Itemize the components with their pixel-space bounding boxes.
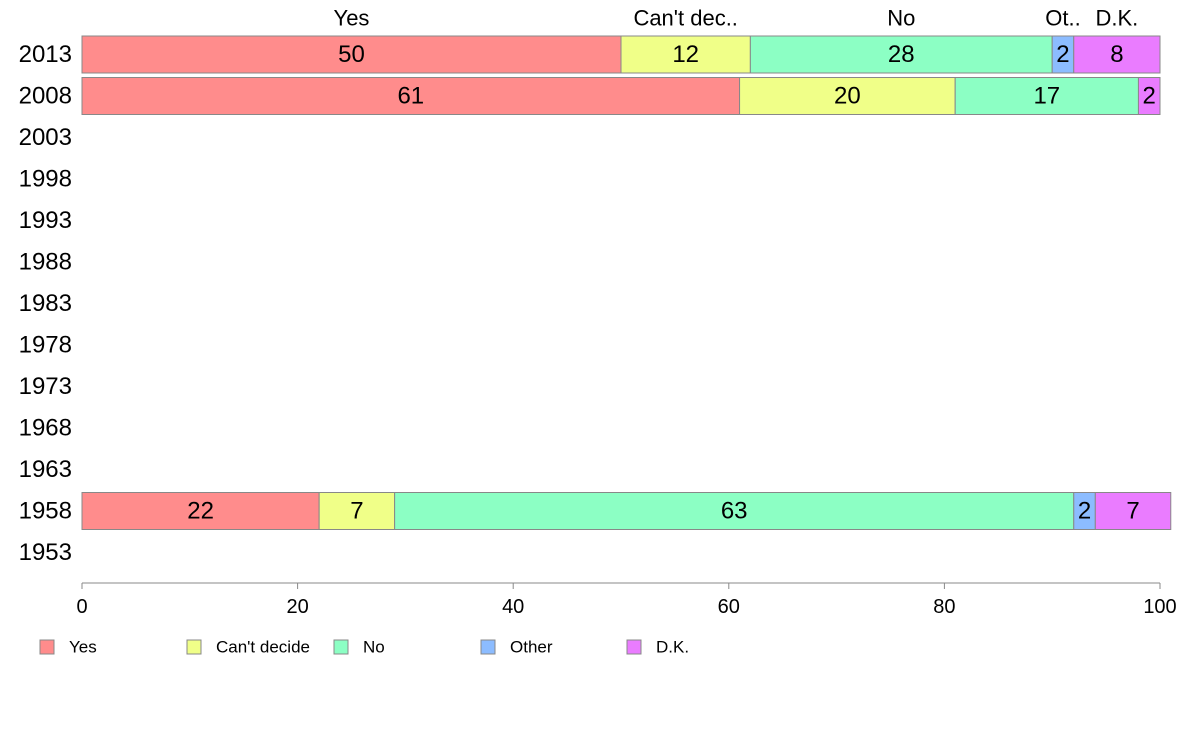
y-label-1978: 1978 <box>19 332 72 359</box>
y-label-1998: 1998 <box>19 166 72 193</box>
y-label-2003: 2003 <box>19 124 72 151</box>
bar-2008-yes <box>81 77 741 115</box>
data-label-2013-no: 28 <box>888 41 915 68</box>
data-label-1958-can-t-decide: 7 <box>350 498 363 525</box>
x-tick-label-20: 20 <box>286 596 308 618</box>
bar-1958-yes <box>81 492 320 530</box>
top-label-d-k-: D.K. <box>1095 6 1138 31</box>
y-label-1963: 1963 <box>19 456 72 483</box>
top-category-labels: Yes Can't dec.. No Ot.. D.K. <box>334 6 1139 31</box>
x-tick-label-100: 100 <box>1143 596 1176 618</box>
data-label-2013-yes: 50 <box>338 41 365 68</box>
bar-1958-can-t-decide <box>318 492 396 530</box>
legend-label-d-k-: D.K. <box>656 638 689 657</box>
y-label-1968: 1968 <box>19 415 72 442</box>
data-label-1958-other: 2 <box>1078 498 1091 525</box>
y-label-1953: 1953 <box>19 539 72 566</box>
bar-2013-d-k- <box>1073 35 1161 74</box>
bar-1958-no <box>394 492 1075 530</box>
legend-swatch-yes <box>39 639 55 655</box>
bar-2008-no <box>954 77 1139 115</box>
bar-2013-can-t-decide <box>620 35 751 74</box>
y-label-1958: 1958 <box>19 498 72 525</box>
bar-2008-d-k- <box>1137 77 1161 115</box>
legend-label-other: Other <box>510 638 553 657</box>
legend-label-yes: Yes <box>69 638 97 657</box>
top-label-can-t-decide: Can't dec.. <box>633 6 737 31</box>
data-label-2013-other: 2 <box>1056 41 1069 68</box>
data-label-1958-yes: 22 <box>187 498 214 525</box>
data-label-2008-can-t-decide: 20 <box>834 83 861 110</box>
top-label-no: No <box>887 6 915 31</box>
legend-swatch-can-t-decide <box>186 639 202 655</box>
bar-2013-no <box>749 35 1053 74</box>
x-tick-label-40: 40 <box>502 596 524 618</box>
data-label-2008-d-k-: 2 <box>1143 83 1156 110</box>
legend-swatch-no <box>333 639 349 655</box>
legend-swatch-d-k- <box>626 639 642 655</box>
data-label-2008-no: 17 <box>1033 83 1060 110</box>
top-label-other: Ot.. <box>1045 6 1080 31</box>
y-label-2008: 2008 <box>19 83 72 110</box>
data-label-2013-d-k-: 8 <box>1110 41 1123 68</box>
bar-2013-yes <box>81 35 622 74</box>
data-label-2008-yes: 61 <box>397 83 424 110</box>
bar-1958-d-k- <box>1094 492 1172 530</box>
y-label-1983: 1983 <box>19 290 72 317</box>
x-tick-label-0: 0 <box>76 596 87 618</box>
y-label-2013: 2013 <box>19 41 72 68</box>
x-tick-label-80: 80 <box>933 596 955 618</box>
legend: Yes Can't decide No Other D.K. <box>39 638 689 657</box>
y-label-1993: 1993 <box>19 207 72 234</box>
data-label-2013-can-t-decide: 12 <box>672 41 699 68</box>
y-axis-labels: 2013 2008 2003 1998 1993 1988 1983 1978 1973 1968… <box>19 41 72 566</box>
data-label-1958-no: 63 <box>721 498 748 525</box>
legend-label-no: No <box>363 638 385 657</box>
data-label-1958-d-k-: 7 <box>1126 498 1139 525</box>
x-axis: 0 20 40 60 80 100 <box>76 582 1177 618</box>
legend-label-can-t-decide: Can't decide <box>216 638 310 657</box>
bar-2008-can-t-decide <box>739 77 956 115</box>
bars: 50 12 28 2 861 20 17 222 7 63 2 7 <box>81 35 1172 530</box>
x-tick-label-60: 60 <box>718 596 740 618</box>
y-label-1973: 1973 <box>19 373 72 400</box>
y-label-1988: 1988 <box>19 249 72 276</box>
legend-swatch-other <box>480 639 496 655</box>
top-label-yes: Yes <box>334 6 370 31</box>
